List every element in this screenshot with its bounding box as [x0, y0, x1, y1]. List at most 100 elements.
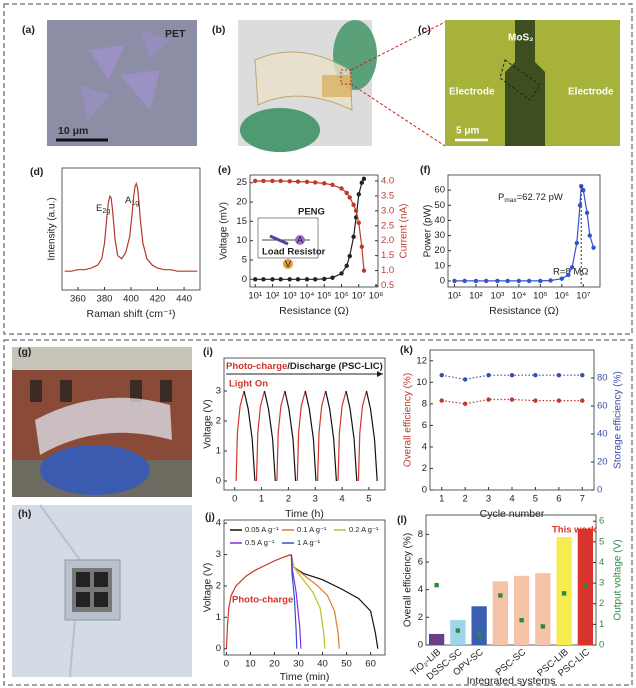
y2-tick-label: 1.0	[381, 265, 394, 276]
x-tick-label: 2	[462, 494, 467, 505]
point	[351, 234, 356, 239]
x-axis-label: Cycle number	[480, 508, 545, 520]
y-tick-label: 0	[216, 476, 221, 487]
y2-axis-label: Storage efficiency (%)	[613, 371, 624, 469]
zoom-line	[350, 83, 446, 147]
series-line	[290, 554, 379, 649]
y2-tick-label: 6	[599, 516, 604, 527]
y-tick-label: 60	[434, 185, 445, 196]
bar	[471, 606, 487, 645]
point	[270, 178, 275, 184]
y2-tick-label: 40	[597, 429, 608, 440]
y2-tick-label: 2	[599, 598, 604, 609]
x-tick-label: 4	[339, 494, 344, 505]
y-tick-label: 8	[418, 529, 423, 540]
point	[356, 192, 361, 197]
point	[351, 202, 356, 208]
peak-label: E2g	[96, 203, 110, 215]
y-tick-label: 4	[422, 441, 427, 452]
y2-tick-label: 1.5	[381, 250, 394, 261]
panel-label: (l)	[397, 514, 407, 526]
inset-resistor: Load Resistor	[262, 247, 326, 258]
point	[322, 276, 327, 282]
point	[434, 582, 439, 588]
plot-frame	[249, 174, 379, 288]
panel-label: (b)	[212, 24, 225, 36]
x-tick-label: 40	[317, 659, 328, 670]
x-tick-label: 10²	[266, 291, 280, 302]
x-tick-label: 10⁵	[533, 291, 548, 302]
point	[519, 618, 524, 623]
y-tick-label: 3	[216, 549, 221, 560]
photo-a	[47, 20, 197, 146]
y-tick-label: 0	[216, 643, 221, 654]
panel-label: (f)	[420, 164, 431, 176]
y2-tick-label: 2.5	[381, 220, 394, 231]
x-tick-label: 50	[341, 659, 352, 670]
y-tick-label: 6	[422, 420, 427, 431]
point	[339, 186, 344, 191]
x-tick-label: 3	[313, 494, 318, 505]
plot-frame	[425, 514, 597, 646]
pmax-label: Pmax=62.72 pW	[498, 192, 563, 204]
point	[574, 240, 580, 246]
point	[556, 398, 562, 403]
inset-ammeter: A	[297, 235, 304, 246]
point	[495, 278, 500, 284]
y2-axis-label: Output voltage (V)	[613, 539, 624, 620]
y-tick-label: 6	[418, 557, 423, 568]
panel-label: (g)	[18, 346, 31, 358]
y-tick-label: 10	[434, 260, 445, 271]
y2-tick-label: 4	[599, 557, 604, 568]
y-tick-label: 1	[216, 446, 221, 457]
panel-label: (j)	[205, 511, 215, 523]
electrode-label: Electrode	[568, 87, 614, 98]
y2-tick-label: 0	[599, 640, 604, 651]
y-tick-label: 5	[242, 254, 247, 265]
point	[462, 401, 468, 407]
series-line	[290, 554, 326, 649]
x-tick-label: 10⁵	[317, 291, 332, 302]
point	[548, 278, 553, 283]
point	[278, 178, 283, 184]
x-tick-label: 10³	[283, 291, 297, 302]
y-tick-label: 20	[236, 197, 247, 208]
point	[330, 275, 335, 280]
bar	[492, 581, 509, 645]
point	[591, 245, 596, 250]
x-tick-label: 10⁴	[512, 291, 527, 302]
x-tick-label: 5	[533, 494, 538, 505]
substrate-label: PET	[165, 28, 186, 40]
x-tick-label: 60	[365, 659, 376, 670]
charge-label: Photo-charge	[232, 595, 293, 606]
photo-c	[445, 20, 620, 146]
photo-g	[12, 347, 192, 497]
series-line	[290, 554, 340, 649]
bar	[535, 573, 551, 645]
y2-tick-label: 80	[597, 373, 608, 384]
x-axis-label: Raman shift (cm⁻¹)	[87, 308, 176, 320]
y2-tick-label: 3	[599, 578, 604, 589]
point	[540, 624, 546, 629]
y-tick-label: 30	[434, 230, 445, 241]
point	[505, 278, 510, 284]
point	[556, 373, 562, 378]
x-axis-label: Integrated systems	[467, 675, 556, 687]
point	[313, 277, 318, 282]
x-axis-label: Resistance (Ω)	[279, 305, 349, 317]
point	[356, 220, 361, 225]
point	[509, 373, 515, 378]
x-tick-label: 10³	[491, 291, 505, 302]
point	[322, 181, 327, 186]
y-tick-label: 40	[434, 215, 445, 226]
y-tick-label: 1	[216, 612, 221, 623]
y-tick-label: 12	[416, 355, 427, 366]
x-tick-label: 10⁶	[555, 291, 570, 302]
point	[587, 233, 592, 238]
point	[347, 253, 352, 259]
point	[278, 277, 283, 282]
point	[252, 277, 258, 282]
y-tick-label: 50	[434, 200, 445, 211]
y-axis-label: Overall efficiency (%)	[403, 373, 414, 467]
